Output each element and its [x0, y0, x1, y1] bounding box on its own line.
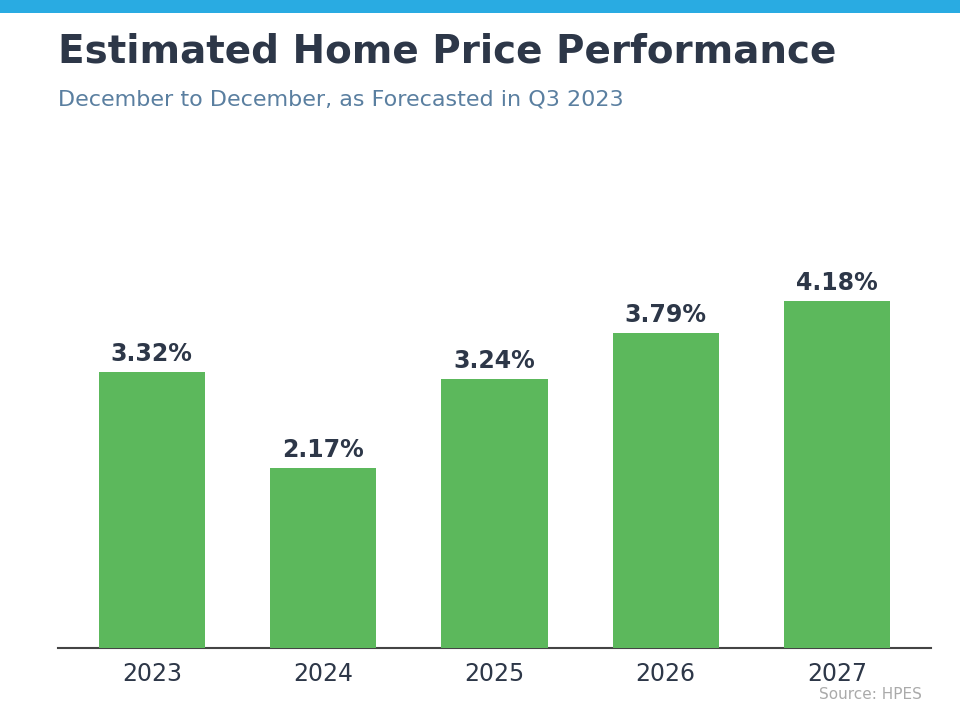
Text: Estimated Home Price Performance: Estimated Home Price Performance: [58, 32, 836, 71]
Text: 3.32%: 3.32%: [110, 343, 193, 366]
Text: December to December, as Forecasted in Q3 2023: December to December, as Forecasted in Q…: [58, 90, 623, 110]
Text: 2.17%: 2.17%: [282, 438, 364, 462]
Bar: [99, 372, 204, 648]
Text: 3.24%: 3.24%: [453, 349, 536, 373]
Text: Source: HPES: Source: HPES: [819, 687, 922, 702]
Text: 3.79%: 3.79%: [625, 303, 707, 328]
Bar: [442, 379, 547, 648]
Text: 4.18%: 4.18%: [796, 271, 877, 295]
Bar: [612, 333, 719, 648]
Bar: [784, 301, 890, 648]
Bar: [270, 468, 376, 648]
